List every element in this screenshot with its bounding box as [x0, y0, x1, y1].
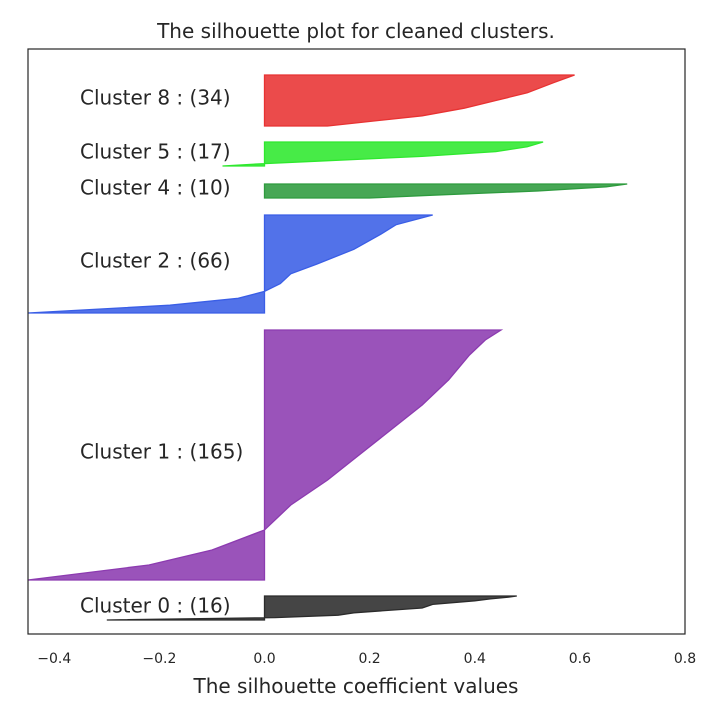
- x-tick-label: 0.4: [464, 651, 486, 667]
- x-ticks: −0.4 −0.2 0.0 0.2 0.4 0.6 0.8: [37, 651, 696, 667]
- cluster-label-2: Cluster 2 : (66): [80, 249, 231, 273]
- cluster-label-5: Cluster 8 : (34): [80, 86, 231, 110]
- x-tick-label: 0.2: [358, 651, 380, 667]
- cluster-silhouette-0: [106, 595, 517, 621]
- cluster-silhouette-2: [27, 214, 433, 314]
- x-tick-label: 0.8: [674, 651, 696, 667]
- chart-title: The silhouette plot for cleaned clusters…: [156, 19, 555, 43]
- cluster-label-0: Cluster 0 : (16): [80, 594, 231, 618]
- cluster-silhouette-1: [27, 329, 504, 581]
- x-tick-label: 0.6: [569, 651, 591, 667]
- cluster-label-4: Cluster 5 : (17): [80, 140, 231, 164]
- plot-frame: [27, 48, 686, 635]
- clusters-layer: Cluster 0 : (16) Cluster 1 : (165) Cluster…: [27, 74, 628, 621]
- x-axis-label: The silhouette coefficient values: [193, 674, 519, 698]
- cluster-silhouette-4: [222, 141, 544, 167]
- cluster-label-1: Cluster 1 : (165): [80, 440, 243, 464]
- x-tick-label: 0.0: [253, 651, 275, 667]
- cluster-label-3: Cluster 4 : (10): [80, 176, 231, 200]
- cluster-silhouette-3: [263, 183, 628, 199]
- cluster-silhouette-5: [263, 74, 575, 127]
- x-tick-label: −0.4: [37, 651, 71, 667]
- x-tick-label: −0.2: [142, 651, 176, 667]
